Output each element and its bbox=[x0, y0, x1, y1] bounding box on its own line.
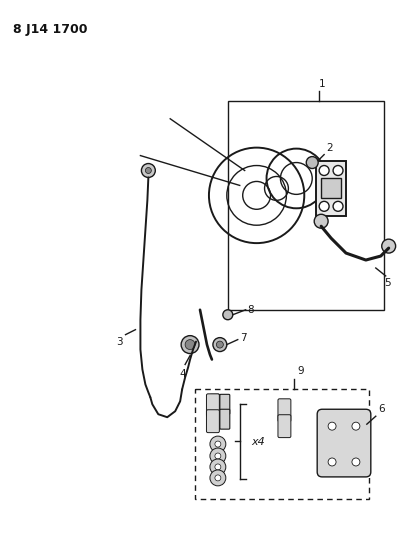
Circle shape bbox=[319, 201, 329, 211]
Circle shape bbox=[314, 214, 328, 228]
Bar bbox=[195, 389, 369, 499]
Circle shape bbox=[213, 337, 227, 352]
FancyBboxPatch shape bbox=[207, 410, 219, 433]
FancyBboxPatch shape bbox=[278, 415, 291, 438]
Text: 1: 1 bbox=[319, 79, 326, 89]
Circle shape bbox=[215, 475, 221, 481]
FancyBboxPatch shape bbox=[220, 409, 230, 429]
FancyBboxPatch shape bbox=[220, 394, 230, 414]
Circle shape bbox=[210, 448, 226, 464]
FancyBboxPatch shape bbox=[210, 409, 220, 429]
Circle shape bbox=[319, 166, 329, 175]
Circle shape bbox=[210, 436, 226, 452]
Circle shape bbox=[328, 422, 336, 430]
Circle shape bbox=[352, 422, 360, 430]
Circle shape bbox=[181, 336, 199, 353]
Text: 8: 8 bbox=[248, 305, 254, 315]
Text: x4: x4 bbox=[252, 437, 265, 447]
Bar bbox=[228, 101, 384, 310]
FancyBboxPatch shape bbox=[207, 394, 219, 417]
Bar bbox=[316, 160, 346, 216]
Circle shape bbox=[333, 166, 343, 175]
Text: 5: 5 bbox=[384, 278, 390, 288]
Circle shape bbox=[217, 341, 223, 348]
Circle shape bbox=[333, 201, 343, 211]
Circle shape bbox=[146, 167, 151, 173]
Circle shape bbox=[328, 458, 336, 466]
FancyBboxPatch shape bbox=[317, 409, 371, 477]
Text: 2: 2 bbox=[326, 143, 333, 152]
Text: 6: 6 bbox=[378, 404, 385, 414]
Circle shape bbox=[210, 459, 226, 475]
FancyBboxPatch shape bbox=[278, 399, 291, 422]
Circle shape bbox=[352, 458, 360, 466]
Circle shape bbox=[306, 157, 318, 168]
Circle shape bbox=[210, 470, 226, 486]
Circle shape bbox=[185, 340, 195, 350]
Circle shape bbox=[215, 441, 221, 447]
Text: 3: 3 bbox=[116, 337, 123, 346]
Text: 9: 9 bbox=[297, 366, 304, 376]
Circle shape bbox=[142, 164, 155, 177]
Text: 4: 4 bbox=[180, 369, 186, 379]
FancyBboxPatch shape bbox=[210, 394, 220, 414]
Text: 7: 7 bbox=[240, 333, 246, 343]
Circle shape bbox=[223, 310, 233, 320]
Circle shape bbox=[382, 239, 396, 253]
Bar bbox=[321, 179, 341, 198]
Text: 8 J14 1700: 8 J14 1700 bbox=[13, 23, 88, 36]
Circle shape bbox=[215, 453, 221, 459]
Circle shape bbox=[215, 464, 221, 470]
